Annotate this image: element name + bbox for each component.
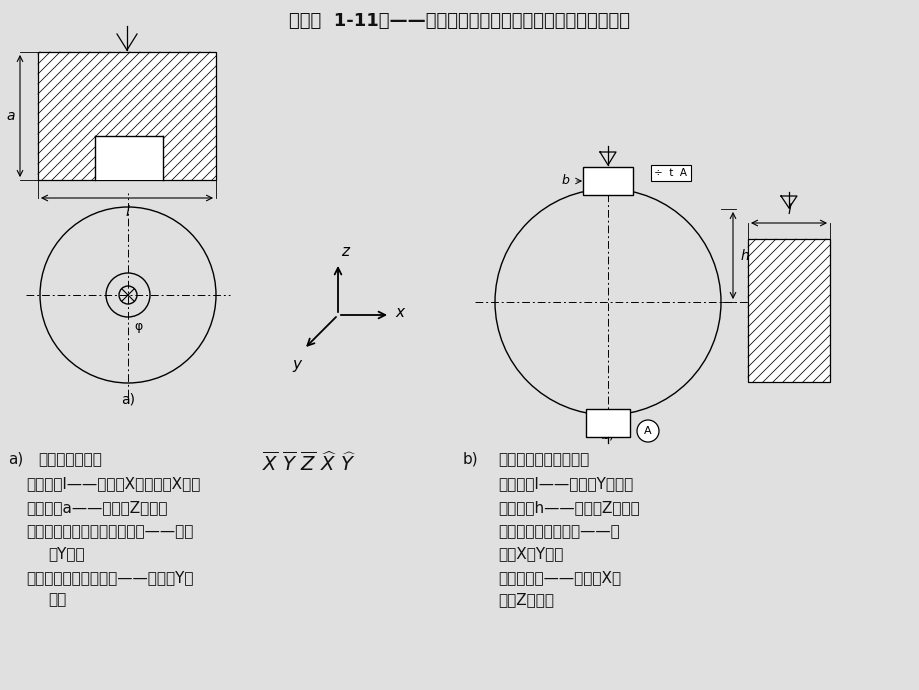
- Text: 限制五个自由度: 限制五个自由度: [38, 452, 102, 467]
- Polygon shape: [38, 52, 216, 180]
- Text: 动和Z转动；: 动和Z转动；: [497, 592, 553, 607]
- Text: a): a): [8, 452, 23, 467]
- Polygon shape: [585, 409, 630, 437]
- Text: 保证孔轴线与底面垂直——限制绕Y转: 保证孔轴线与底面垂直——限制绕Y转: [26, 570, 193, 585]
- Text: a: a: [6, 109, 15, 123]
- Text: 六个自由度都必须限制: 六个自由度都必须限制: [497, 452, 588, 467]
- Circle shape: [636, 420, 658, 442]
- Text: $\overline{X}\ \overline{Y}\ \overline{Z}\ \widehat{X}\ \widehat{Y}$: $\overline{X}\ \overline{Y}\ \overline{Z…: [262, 451, 356, 475]
- Text: 保证孔轴线通过外圆轴线平面——限制: 保证孔轴线通过外圆轴线平面——限制: [26, 524, 193, 539]
- Text: 保证尺寸h——限制沿Z移动；: 保证尺寸h——限制沿Z移动；: [497, 500, 639, 515]
- Text: a): a): [121, 393, 135, 407]
- Text: 保证对称度——限制沿X移: 保证对称度——限制沿X移: [497, 570, 620, 585]
- Text: 动。: 动。: [48, 592, 66, 607]
- Text: l: l: [125, 205, 129, 219]
- Text: ÷  t  A: ÷ t A: [653, 168, 686, 178]
- Text: z: z: [341, 244, 348, 259]
- Polygon shape: [583, 167, 632, 195]
- Text: a: a: [589, 419, 597, 432]
- Text: φ: φ: [134, 320, 142, 333]
- Text: b): b): [600, 428, 615, 442]
- Text: 保证尺寸l——限制沿Y移动；: 保证尺寸l——限制沿Y移动；: [497, 476, 632, 491]
- Text: 保证槽底与轴线平行——限: 保证槽底与轴线平行——限: [497, 524, 619, 539]
- Text: l: l: [787, 203, 790, 217]
- Text: 沿Y移动: 沿Y移动: [48, 546, 85, 561]
- Text: 第一章  1-11题——确定加工图示待加工表面应限制的自由度数: 第一章 1-11题——确定加工图示待加工表面应限制的自由度数: [289, 12, 630, 30]
- Text: 制绕X，Y转动: 制绕X，Y转动: [497, 546, 562, 561]
- Polygon shape: [747, 239, 829, 382]
- Text: 保证尺寸l——限制沿X移动；绕X转动: 保证尺寸l——限制沿X移动；绕X转动: [26, 476, 200, 491]
- Text: x: x: [394, 306, 403, 320]
- Text: b): b): [462, 452, 478, 467]
- Text: 保证尺寸a——限制沿Z移动；: 保证尺寸a——限制沿Z移动；: [26, 500, 167, 515]
- Text: b: b: [561, 175, 568, 188]
- Polygon shape: [95, 136, 163, 180]
- Text: A: A: [643, 426, 651, 436]
- Text: y: y: [291, 357, 301, 372]
- Text: h: h: [740, 249, 749, 263]
